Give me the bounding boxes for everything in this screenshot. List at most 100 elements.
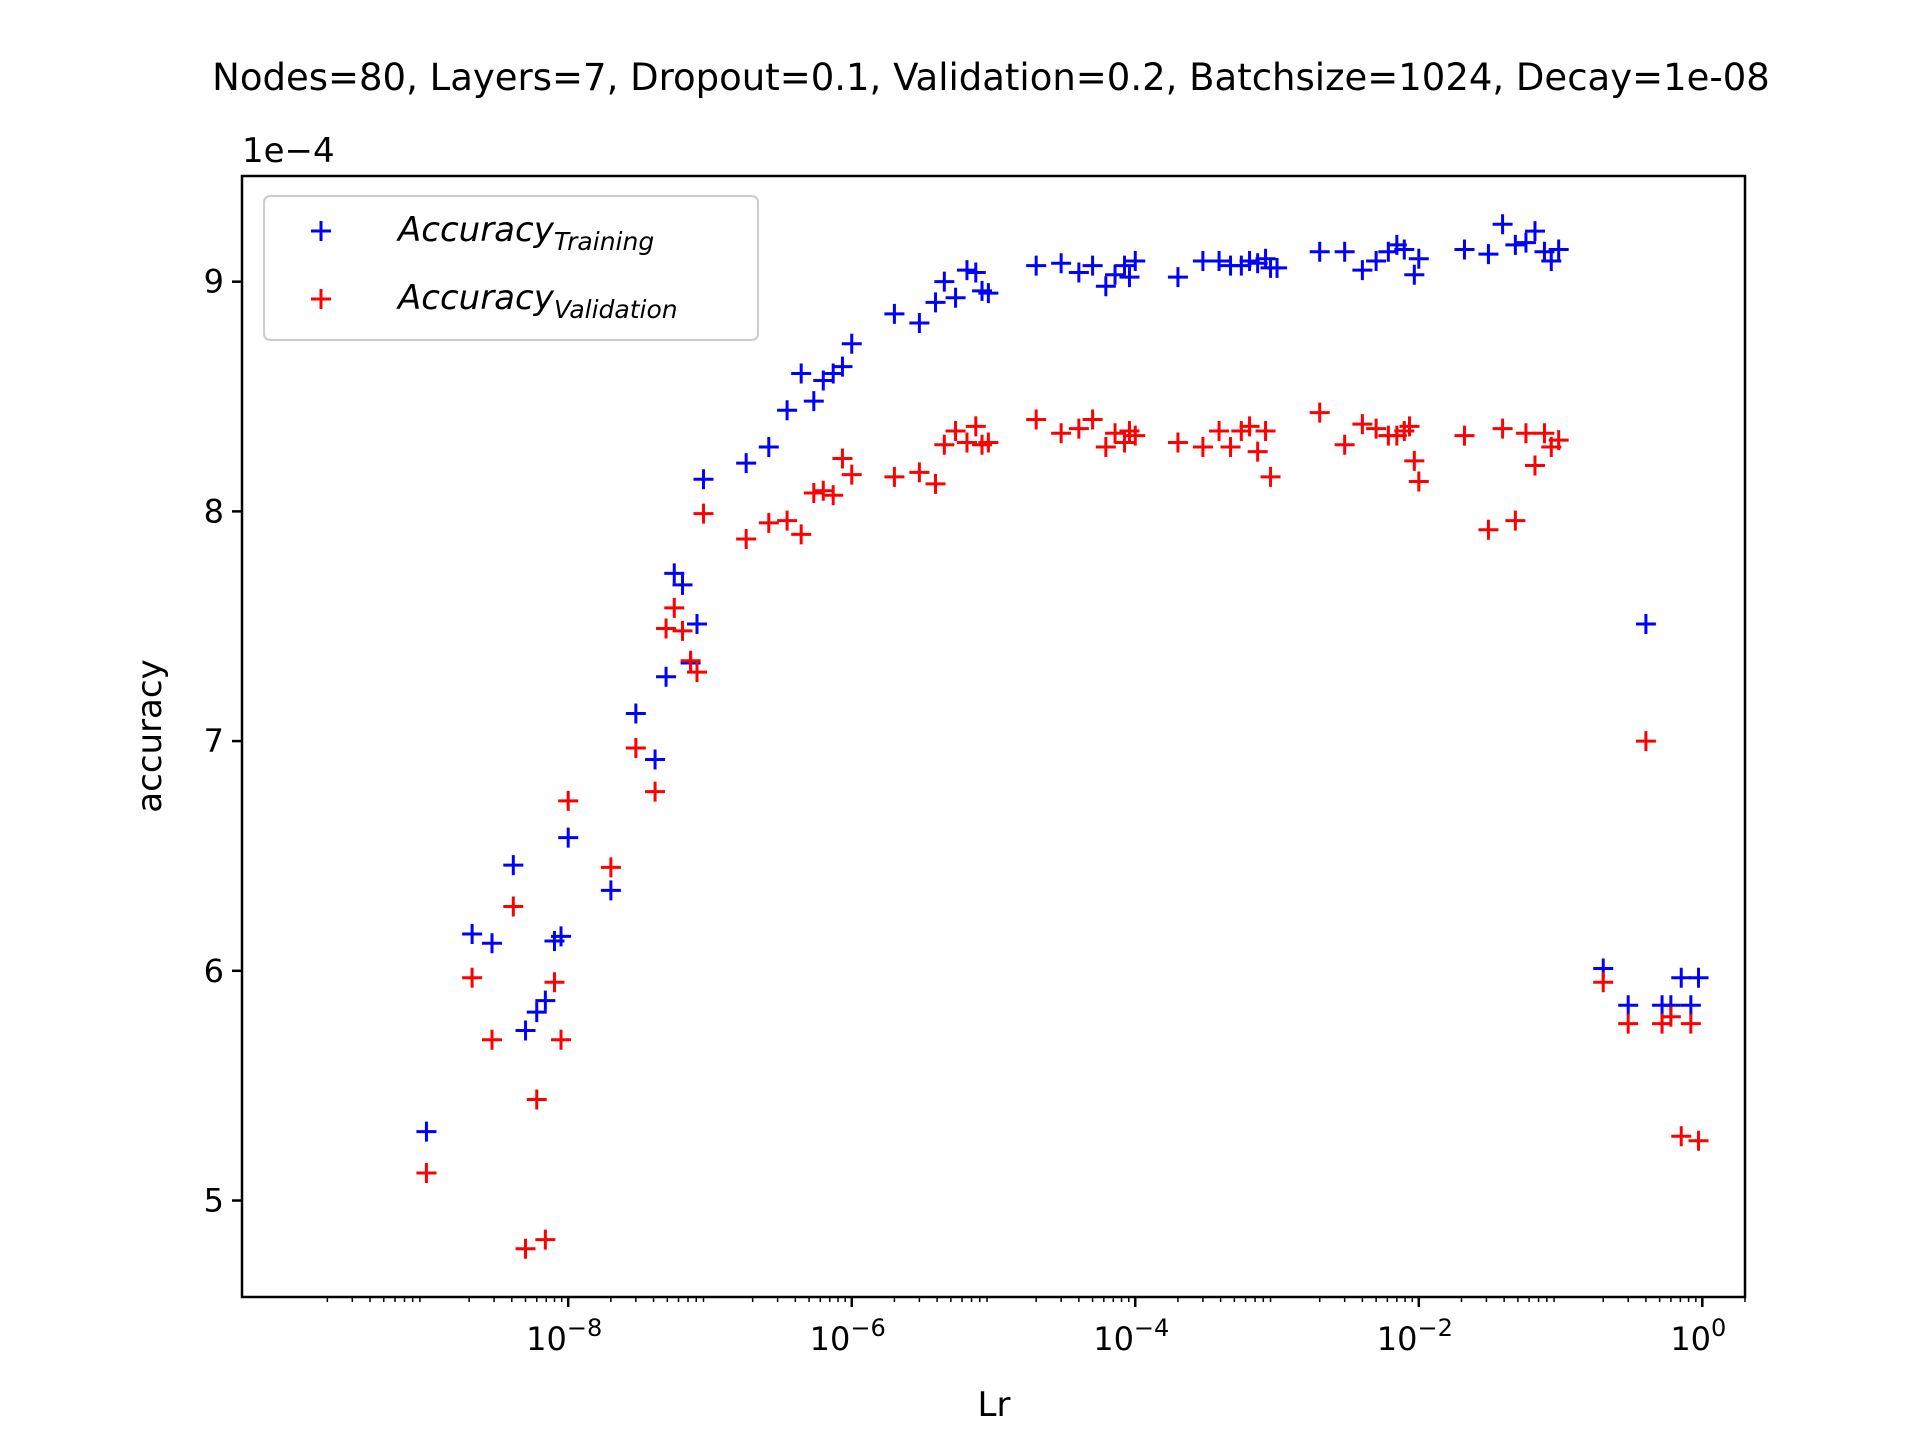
data-point	[1478, 519, 1499, 540]
data-point	[1125, 425, 1146, 446]
data-point	[945, 287, 966, 308]
data-point	[1231, 420, 1252, 441]
data-point	[1688, 967, 1709, 988]
data-point	[625, 703, 646, 724]
data-point	[1478, 244, 1499, 265]
data-point	[925, 473, 946, 494]
data-point	[1635, 731, 1656, 752]
data-point	[1167, 432, 1188, 453]
data-point	[1618, 995, 1639, 1016]
data-point	[600, 880, 621, 901]
data-point	[1125, 250, 1146, 271]
data-point	[1408, 248, 1429, 269]
data-point	[1688, 1130, 1709, 1151]
data-point	[503, 896, 524, 917]
data-point	[526, 1089, 547, 1110]
data-point	[1334, 434, 1355, 455]
data-point	[526, 1002, 547, 1023]
data-point	[758, 437, 779, 458]
data-point	[544, 972, 565, 993]
y-tick-label: 6	[204, 952, 224, 990]
data-point	[672, 620, 693, 641]
data-point	[503, 855, 524, 876]
data-point	[693, 503, 714, 524]
data-point	[823, 485, 844, 506]
legend-marker	[311, 289, 331, 309]
data-point	[1492, 418, 1513, 439]
data-point	[1105, 423, 1126, 444]
data-point	[1541, 250, 1562, 271]
data-point	[777, 400, 798, 421]
x-tick-label: 10−6	[810, 1314, 886, 1358]
data-point	[1026, 409, 1047, 430]
data-point	[1660, 1006, 1681, 1027]
data-point	[1209, 250, 1230, 271]
data-point	[1051, 253, 1072, 274]
data-point	[1534, 423, 1555, 444]
y-tick-label: 7	[204, 722, 224, 760]
data-point	[535, 990, 556, 1011]
y-tick-label: 8	[204, 492, 224, 530]
x-tick-label: 10−4	[1093, 1314, 1169, 1358]
data-point	[1334, 241, 1355, 262]
data-point	[551, 1029, 572, 1050]
data-point	[1505, 510, 1526, 531]
series-validation	[416, 402, 1709, 1259]
data-point	[600, 857, 621, 878]
chart-title: Nodes=80, Layers=7, Dropout=0.1, Validat…	[212, 56, 1770, 99]
data-point	[462, 967, 483, 988]
data-point	[1548, 430, 1569, 451]
data-point	[1260, 466, 1281, 487]
data-point	[1404, 450, 1425, 471]
data-point	[1408, 471, 1429, 492]
data-point	[1247, 441, 1268, 462]
data-point	[1114, 255, 1135, 276]
data-point	[1068, 418, 1089, 439]
legend: AccuracyTraining AccuracyValidation	[263, 195, 759, 341]
y-offset-label: 1e−4	[242, 131, 335, 171]
data-point	[1671, 967, 1692, 988]
data-point	[1618, 1013, 1639, 1034]
data-point	[1114, 432, 1135, 453]
data-point	[1404, 264, 1425, 285]
data-point	[832, 448, 853, 469]
data-point	[1026, 255, 1047, 276]
data-point	[841, 464, 862, 485]
data-point	[965, 416, 986, 437]
data-point	[909, 462, 930, 483]
data-point	[1068, 262, 1089, 283]
data-point	[832, 356, 853, 377]
data-point	[645, 781, 666, 802]
data-point	[1515, 423, 1536, 444]
legend-entry-label: AccuracyTraining	[396, 210, 654, 256]
data-point	[1352, 260, 1373, 281]
data-point	[803, 483, 824, 504]
data-point	[1548, 239, 1569, 260]
data-point	[736, 453, 757, 474]
data-point	[656, 666, 677, 687]
data-point	[1209, 420, 1230, 441]
data-point	[1635, 613, 1656, 634]
data-point	[1593, 972, 1614, 993]
data-point	[791, 524, 812, 545]
data-point	[1352, 414, 1373, 435]
data-point	[462, 924, 483, 945]
data-point	[1255, 420, 1276, 441]
data-point	[813, 480, 834, 501]
data-point	[925, 292, 946, 313]
data-point	[1524, 455, 1545, 476]
data-point	[956, 432, 977, 453]
data-point	[1239, 416, 1260, 437]
data-point	[956, 260, 977, 281]
data-point	[1095, 276, 1116, 297]
data-point	[1399, 416, 1420, 437]
data-point	[1309, 402, 1330, 423]
data-point	[1105, 264, 1126, 285]
data-point	[736, 528, 757, 549]
x-axis-ticks: 10−8 10−6 10−4 10−2 100	[326, 1297, 1746, 1358]
data-point	[1267, 257, 1288, 278]
data-point	[1082, 409, 1103, 430]
data-point	[515, 1238, 536, 1259]
data-point	[978, 432, 999, 453]
